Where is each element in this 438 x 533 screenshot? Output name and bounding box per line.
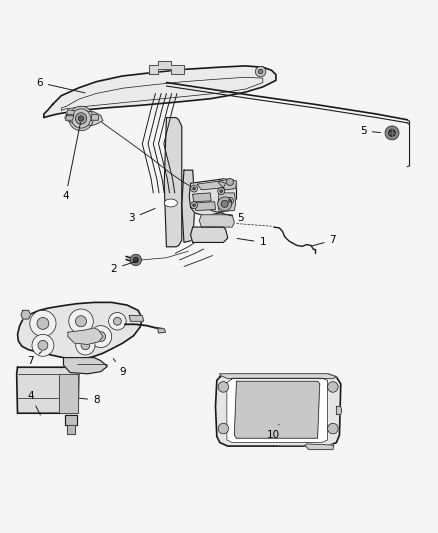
Polygon shape [218,179,237,190]
Polygon shape [182,170,195,243]
Circle shape [218,382,229,392]
Circle shape [226,197,233,204]
Text: 4: 4 [62,123,81,201]
Text: 8: 8 [79,395,100,405]
Polygon shape [220,374,336,378]
Circle shape [32,334,54,356]
Polygon shape [129,316,144,321]
Polygon shape [91,114,99,120]
Circle shape [38,341,48,350]
Polygon shape [215,374,341,446]
Polygon shape [59,374,78,413]
Polygon shape [193,193,211,201]
Polygon shape [199,215,234,227]
Circle shape [81,341,90,350]
Polygon shape [21,310,31,319]
Circle shape [328,382,338,392]
Circle shape [69,309,93,334]
Circle shape [193,204,195,206]
Polygon shape [218,193,236,212]
Polygon shape [191,227,228,243]
Text: 3: 3 [128,208,155,223]
Text: 7: 7 [311,235,336,246]
Circle shape [218,197,232,211]
Polygon shape [336,407,342,415]
Circle shape [109,312,126,330]
Polygon shape [158,329,166,333]
Circle shape [221,200,228,207]
Circle shape [218,188,225,195]
Text: 4: 4 [27,391,40,415]
Circle shape [389,130,396,136]
Circle shape [96,332,106,342]
Circle shape [255,66,266,77]
Polygon shape [17,367,79,413]
Circle shape [218,423,229,434]
Polygon shape [67,110,74,116]
Text: 5: 5 [211,211,244,223]
Polygon shape [65,415,77,425]
Circle shape [78,116,84,121]
Text: 6: 6 [36,77,85,93]
Circle shape [73,110,89,126]
Circle shape [69,106,93,131]
Polygon shape [66,114,74,120]
Ellipse shape [164,199,177,207]
Polygon shape [65,110,103,125]
Text: 1: 1 [237,237,266,247]
Polygon shape [227,378,328,442]
Circle shape [30,310,56,336]
Polygon shape [189,179,237,215]
Circle shape [37,318,49,329]
Polygon shape [44,66,276,118]
Circle shape [113,317,121,325]
Polygon shape [164,118,182,247]
Circle shape [90,326,112,348]
Polygon shape [195,201,215,211]
Circle shape [75,316,87,327]
Text: 2: 2 [110,261,138,273]
Polygon shape [68,328,103,344]
Circle shape [385,126,399,140]
Polygon shape [18,302,142,359]
Circle shape [226,179,233,185]
Circle shape [75,113,87,124]
Text: 10: 10 [267,424,280,440]
Polygon shape [234,381,320,438]
Circle shape [193,187,195,190]
Polygon shape [279,444,334,449]
Circle shape [220,190,223,192]
Circle shape [71,109,91,128]
Circle shape [76,336,95,355]
Circle shape [130,254,141,265]
Polygon shape [197,181,226,190]
Circle shape [191,201,198,209]
Text: 7: 7 [27,351,42,366]
Circle shape [191,185,198,192]
Circle shape [258,69,263,74]
Polygon shape [149,61,184,74]
Circle shape [229,199,231,202]
Circle shape [77,114,85,123]
Polygon shape [67,425,75,434]
Circle shape [133,257,138,263]
Polygon shape [64,358,107,374]
Circle shape [328,423,338,434]
Text: 9: 9 [113,359,126,377]
Text: 5: 5 [360,126,381,136]
